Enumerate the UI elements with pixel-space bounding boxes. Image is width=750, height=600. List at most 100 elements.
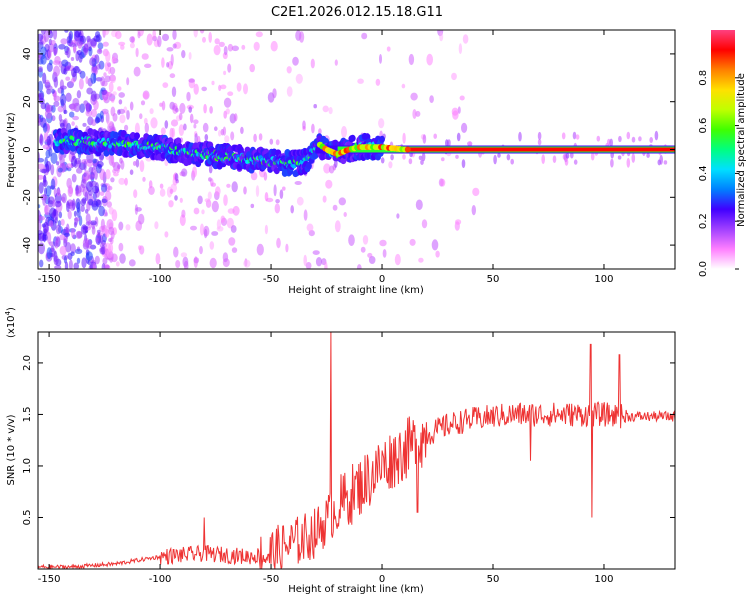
noise-cell xyxy=(111,126,116,131)
noise-cell xyxy=(162,82,169,88)
noise-cell xyxy=(58,44,66,50)
noise-cell xyxy=(142,176,146,182)
noise-cell xyxy=(232,205,240,216)
snr-background xyxy=(38,332,675,569)
noise-cell xyxy=(408,53,415,66)
noise-cell xyxy=(471,205,476,216)
noise-cell xyxy=(456,132,461,142)
spectrogram-y-ticks: -40 -20 0 20 40 xyxy=(22,48,675,253)
noise-cell xyxy=(537,131,542,141)
x-tick-label: 0 xyxy=(379,274,385,285)
noise-cell xyxy=(104,212,108,217)
noise-cell xyxy=(42,194,46,206)
noise-cell xyxy=(106,201,113,208)
noise-cell xyxy=(115,30,122,40)
noise-cell xyxy=(100,76,106,87)
noise-cell xyxy=(183,260,189,269)
noise-cell xyxy=(410,92,418,101)
noise-cell xyxy=(190,225,197,231)
noise-cell xyxy=(231,247,238,253)
noise-cell xyxy=(99,235,104,244)
noise-cell xyxy=(338,197,346,206)
noise-cell xyxy=(60,38,68,45)
noise-cell xyxy=(401,83,406,89)
noise-cell xyxy=(440,178,446,187)
noise-cell xyxy=(43,174,47,186)
noise-cell xyxy=(38,230,43,235)
noise-cell xyxy=(38,242,45,255)
noise-cell xyxy=(133,66,141,77)
noise-cell xyxy=(192,166,197,178)
noise-cell xyxy=(47,49,52,59)
noise-cell xyxy=(61,193,67,204)
noise-cell xyxy=(125,224,131,231)
noise-cell xyxy=(202,122,209,133)
chart-title: C2E1.2026.012.15.18.G11 xyxy=(271,5,443,20)
noise-cell xyxy=(95,237,99,243)
noise-cell xyxy=(209,241,215,250)
noise-cell xyxy=(510,158,514,165)
noise-cell xyxy=(110,177,115,183)
noise-cell xyxy=(161,57,165,68)
noise-cell xyxy=(220,84,227,90)
noise-cell xyxy=(421,219,428,229)
noise-cell xyxy=(497,153,501,158)
noise-cell xyxy=(53,48,58,56)
noise-cell xyxy=(193,83,199,95)
noise-cell xyxy=(552,155,557,163)
colorbar-label: Normalized spectral amplitude xyxy=(736,73,747,227)
snr-y-label: SNR (10 * v/v) xyxy=(6,414,17,485)
noise-cell xyxy=(60,218,65,226)
noise-cell xyxy=(66,201,70,213)
noise-cell xyxy=(421,152,426,162)
noise-cell xyxy=(382,249,387,258)
noise-cell xyxy=(211,231,219,236)
noise-cell xyxy=(193,207,200,215)
colorbar-tick-label: 0.0 xyxy=(698,261,709,277)
noise-cell xyxy=(264,224,268,235)
noise-cell xyxy=(44,187,47,196)
noise-cell xyxy=(227,43,234,52)
noise-cell xyxy=(44,109,53,119)
noise-cell xyxy=(73,46,77,52)
noise-cell xyxy=(38,174,44,180)
snr-scale-factor: (x104) xyxy=(4,307,17,338)
noise-cell xyxy=(175,107,179,113)
noise-cell xyxy=(70,251,75,256)
noise-cell xyxy=(70,57,75,61)
noise-cell xyxy=(518,131,522,142)
x-tick-label: 50 xyxy=(487,274,500,285)
noise-cell xyxy=(295,73,303,84)
noise-cell xyxy=(75,185,82,194)
noise-cell xyxy=(565,153,570,159)
noise-cell xyxy=(106,219,114,230)
noise-cell xyxy=(86,104,91,112)
noise-cell xyxy=(105,112,110,124)
noise-cell xyxy=(66,47,71,59)
noise-cell xyxy=(168,200,174,208)
noise-cell xyxy=(286,66,292,74)
noise-cell xyxy=(458,43,463,55)
noise-cell xyxy=(72,115,79,121)
noise-cell xyxy=(70,243,76,254)
x-tick-label: 100 xyxy=(594,274,613,285)
noise-cell xyxy=(72,198,76,211)
colorbar-tick-label: 0.4 xyxy=(698,165,709,181)
noise-cell xyxy=(455,154,459,159)
noise-cell xyxy=(223,194,228,206)
colorbar-tick-label: 0.2 xyxy=(698,213,709,229)
noise-cell xyxy=(573,159,578,165)
noise-cell xyxy=(47,232,52,244)
noise-cell xyxy=(59,234,65,241)
noise-cell xyxy=(231,45,239,52)
noise-cell xyxy=(418,155,423,160)
noise-cell xyxy=(315,257,323,267)
noise-cell xyxy=(178,112,183,121)
noise-cell xyxy=(390,154,394,161)
noise-cell xyxy=(211,182,216,187)
noise-cell xyxy=(220,128,225,136)
noise-cell xyxy=(94,116,100,124)
noise-cell xyxy=(73,65,80,74)
noise-cell xyxy=(135,158,140,168)
noise-cell xyxy=(118,99,123,105)
